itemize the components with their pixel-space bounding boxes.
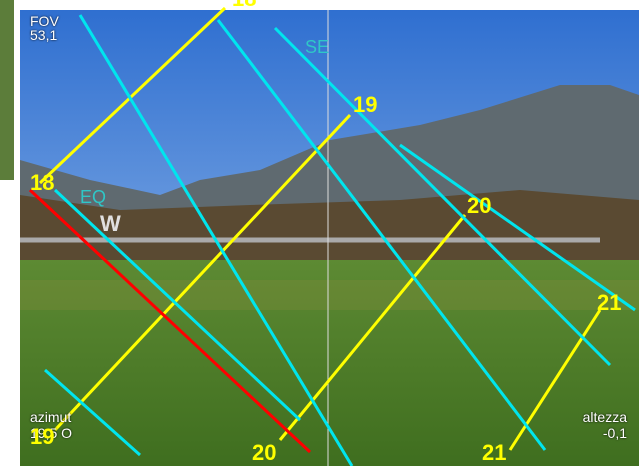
sun-path [399,143,636,312]
sun-path [53,188,302,422]
hour-label: 20 [252,440,277,465]
solstice-label: SE [305,37,330,57]
hour-line [278,214,467,441]
equator-label: EQ [80,187,107,207]
meadow [20,260,639,466]
fov-value: 53,1 [30,27,58,43]
hour-label: 20 [467,193,492,218]
sun-path [273,26,612,367]
sun-path [216,19,547,451]
left-strip [0,0,14,180]
azimuth-value: 19,5 O [30,425,73,441]
direction-label: W [100,211,121,236]
hour-line [53,113,352,432]
hour-line [38,6,227,185]
azimuth-label: azimut [30,409,72,425]
hour-line [508,309,602,451]
sun-path [78,14,354,466]
hour-label: 18 [30,170,55,195]
altitude-label: altezza [582,409,627,425]
hour-label: 21 [597,290,622,315]
sun-path-today [28,188,312,454]
path [20,280,639,310]
fov-label: FOV [30,13,59,29]
hour-label: 19 [30,424,55,449]
altitude-value: -0,1 [602,425,627,441]
hour-label: 19 [353,92,378,117]
sun-path [43,368,142,457]
hour-label: 18 [232,0,256,10]
hour-label: 21 [482,440,507,465]
